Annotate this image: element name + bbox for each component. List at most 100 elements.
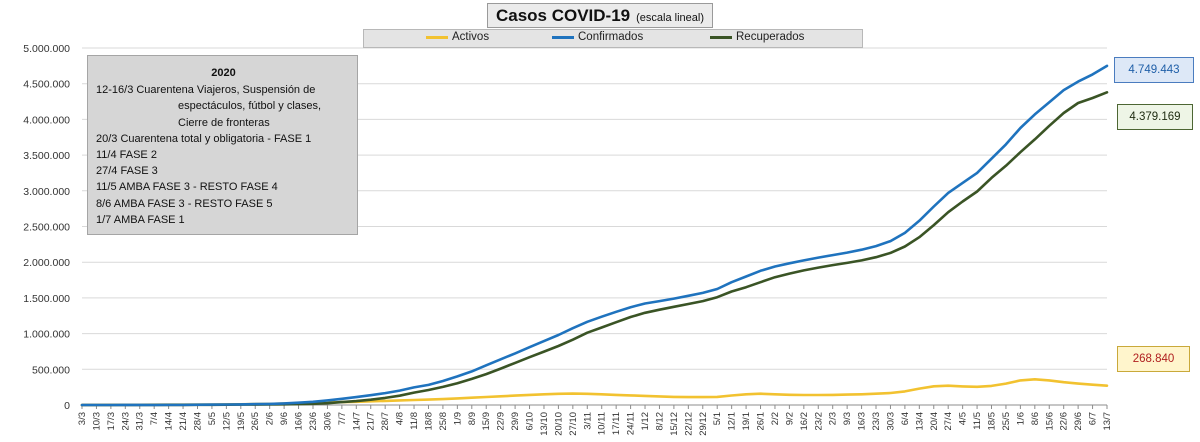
x-tick-label: 2/3 [828, 412, 839, 425]
legend-swatch-recuperados [710, 35, 732, 39]
x-tick-label: 1/9 [452, 412, 463, 425]
x-tick-label: 12/1 [727, 412, 738, 431]
x-tick-label: 20/4 [929, 412, 940, 431]
x-tick-label: 23/3 [871, 412, 882, 431]
annotation-year: 2020 [211, 67, 236, 79]
x-tick-label: 13/4 [914, 412, 925, 431]
x-tick-label: 2/2 [770, 412, 781, 425]
y-tick-label: 4.500.000 [23, 79, 70, 91]
x-tick-label: 22/9 [496, 412, 507, 431]
x-tick-label: 30/3 [885, 412, 896, 431]
x-tick-label: 22/6 [1059, 412, 1070, 431]
y-tick-label: 2.000.000 [23, 257, 70, 269]
x-tick-label: 5/5 [207, 412, 218, 425]
x-tick-label: 24/3 [120, 412, 131, 431]
x-tick-label: 19/1 [741, 412, 752, 431]
annotation-line: Cierre de fronteras [178, 116, 270, 129]
y-tick-label: 3.000.000 [23, 186, 70, 198]
x-tick-label: 28/7 [380, 412, 391, 431]
series-line-activos [80, 377, 1109, 407]
annotation-line: 27/4 FASE 3 [96, 165, 158, 178]
x-tick-label: 6/10 [525, 412, 536, 431]
x-tick-label: 4/8 [395, 412, 406, 425]
x-tick-label: 14/4 [164, 412, 175, 431]
x-tick-label: 13/7 [1102, 412, 1113, 431]
x-tick-label: 6/4 [900, 412, 911, 425]
x-tick-label: 15/6 [1044, 412, 1055, 431]
x-tick-label: 8/12 [654, 412, 665, 431]
chart-subtitle: (escala lineal) [636, 12, 705, 24]
x-tick-label: 1/12 [640, 412, 651, 431]
legend-swatch-activos [426, 35, 448, 39]
x-tick-label: 8/6 [1030, 412, 1041, 425]
x-tick-label: 25/8 [438, 412, 449, 431]
x-tick-label: 4/5 [958, 412, 969, 425]
x-tick-label: 13/10 [539, 412, 550, 436]
x-tick-label: 11/8 [409, 412, 420, 430]
y-tick-label: 5.000.000 [23, 43, 70, 55]
legend-label-confirmados: Confirmados [578, 31, 644, 43]
x-tick-label: 17/3 [106, 412, 117, 431]
series-line-confirmados [80, 64, 1109, 407]
x-tick-label: 3/3 [77, 412, 88, 425]
x-tick-label: 7/4 [149, 412, 160, 425]
activos-value-callout: 268.840 [1117, 346, 1190, 372]
chart-title: Casos COVID-19 [495, 6, 631, 25]
legend-item-recuperados: Recuperados [710, 31, 804, 43]
x-tick-label: 26/5 [250, 412, 261, 431]
x-tick-label: 26/1 [756, 412, 767, 431]
x-tick-label: 11/5 [972, 412, 983, 430]
x-tick-label: 18/8 [423, 412, 434, 431]
confirmados-value-callout: 4.749.443 [1114, 57, 1194, 83]
x-tick-label: 23/6 [308, 412, 319, 431]
x-tick-label: 5/1 [712, 412, 723, 425]
x-tick-label: 3/11 [582, 412, 593, 430]
x-tick-label: 17/11 [611, 412, 622, 435]
x-tick-label: 15/12 [669, 412, 680, 436]
x-tick-label: 2/6 [265, 412, 276, 425]
annotation-box: 2020 12-16/3 Cuarentena Viajeros, Suspen… [87, 55, 358, 235]
x-tick-label: 20/10 [553, 412, 564, 436]
x-tick-label: 8/9 [467, 412, 478, 425]
legend-item-confirmados: Confirmados [552, 31, 643, 43]
annotation-line: 11/4 FASE 2 [96, 149, 157, 162]
legend: Activos Confirmados Recuperados [363, 29, 863, 48]
x-tick-label: 16/6 [294, 412, 305, 431]
x-tick-label: 24/11 [626, 412, 637, 435]
x-tick-label: 10/3 [91, 412, 102, 431]
x-tick-label: 9/3 [842, 412, 853, 425]
x-tick-label: 1/6 [1015, 412, 1026, 425]
x-tick-label: 29/6 [1073, 412, 1084, 431]
y-tick-label: 0 [64, 400, 70, 412]
x-tick-label: 19/5 [236, 412, 247, 431]
y-tick-label: 2.500.000 [23, 222, 70, 234]
annotation-line: 12-16/3 Cuarentena Viajeros, Suspensión … [96, 84, 316, 97]
x-tick-label: 6/7 [1088, 412, 1099, 425]
x-tick-label: 30/6 [322, 412, 333, 431]
x-tick-label: 9/6 [279, 412, 290, 425]
annotation-line: 8/6 AMBA FASE 3 - RESTO FASE 5 [96, 197, 273, 210]
x-tick-label: 14/7 [351, 412, 362, 431]
annotation-line: 11/5 AMBA FASE 3 - RESTO FASE 4 [96, 181, 278, 194]
x-tick-label: 31/3 [135, 412, 146, 431]
annotation-line: 20/3 Cuarentena total y obligatoria - FA… [96, 132, 312, 145]
x-tick-label: 16/2 [799, 412, 810, 431]
legend-label-recuperados: Recuperados [736, 31, 805, 43]
annotation-line: espectáculos, fútbol y clases, [178, 100, 322, 113]
x-tick-label: 18/5 [987, 412, 998, 431]
x-tick-label: 12/5 [221, 412, 232, 431]
x-tick-label: 22/12 [683, 412, 694, 436]
y-tick-label: 3.500.000 [23, 150, 70, 162]
y-tick-label: 500.000 [32, 364, 70, 376]
x-tick-label: 28/4 [192, 412, 203, 431]
x-tick-label: 29/9 [510, 412, 521, 431]
x-tick-label: 9/2 [784, 412, 795, 425]
x-tick-label: 15/9 [481, 412, 492, 431]
x-tick-label: 10/11 [597, 412, 608, 435]
x-tick-label: 16/3 [857, 412, 868, 431]
x-tick-label: 27/4 [943, 412, 954, 431]
x-tick-label: 21/7 [366, 412, 377, 431]
annotation-line: 1/7 AMBA FASE 1 [96, 213, 185, 226]
x-tick-label: 23/2 [813, 412, 824, 431]
